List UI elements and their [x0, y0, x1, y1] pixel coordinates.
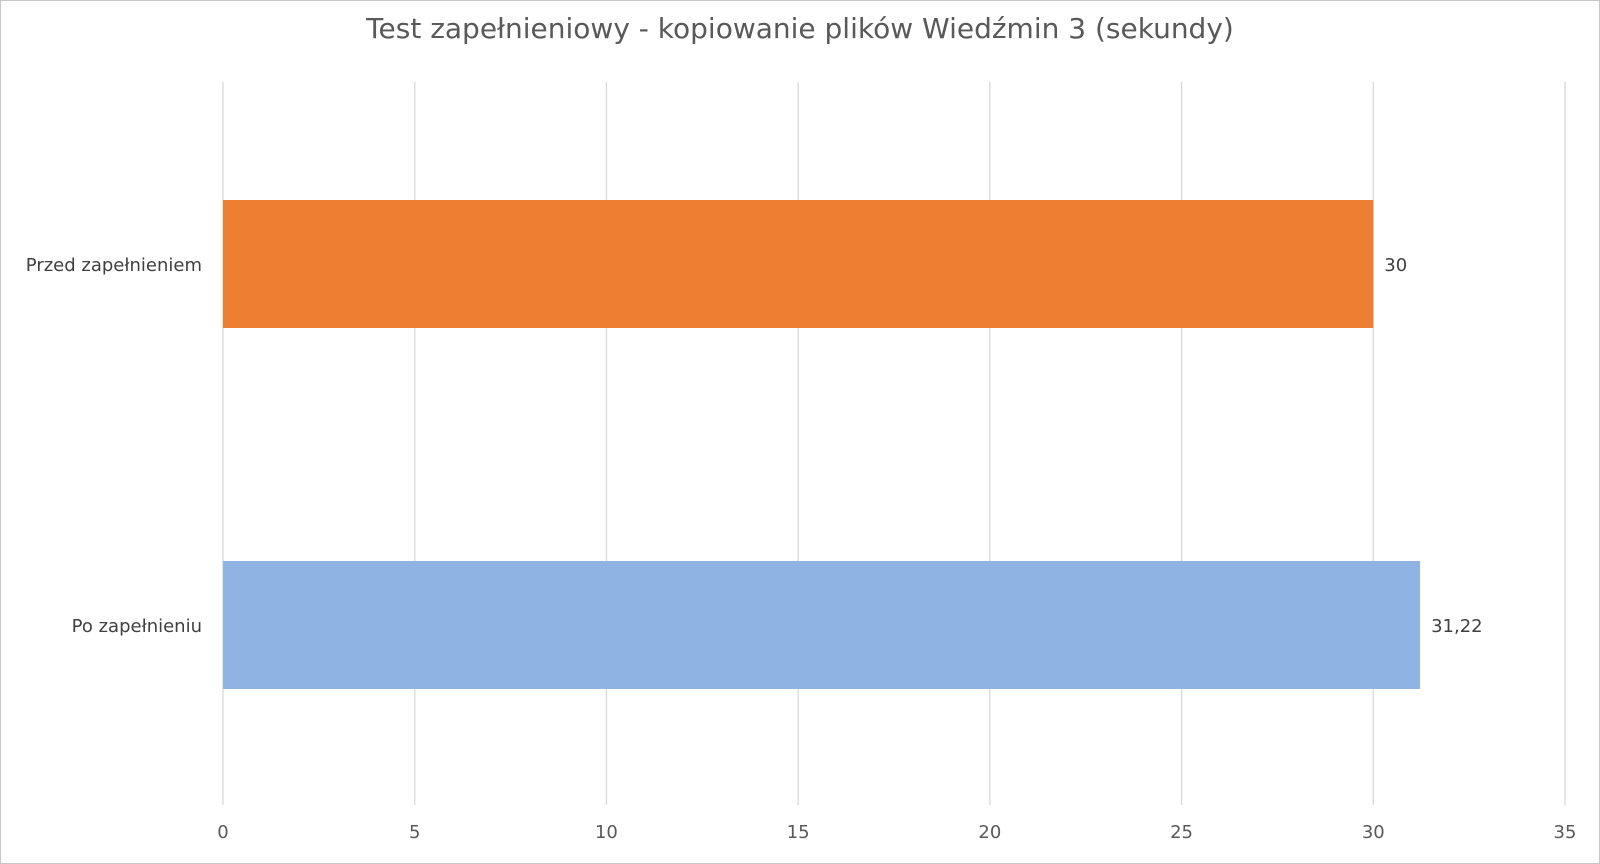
- bars: [223, 200, 1421, 689]
- bar-1: [223, 200, 1374, 328]
- x-tick-label-5: 5: [409, 822, 420, 843]
- x-tick-label-0: 0: [217, 822, 228, 843]
- data-label-1: 30: [1384, 255, 1407, 276]
- gridlines: [222, 82, 1566, 805]
- x-tick-label-35: 35: [1554, 822, 1577, 843]
- x-tick-label-10: 10: [595, 822, 618, 843]
- x-tick-label-30: 30: [1362, 822, 1385, 843]
- labels: 0 5 10 15 20 25 30 35 Przed zapełnieniem 30 Po zap…: [26, 255, 1577, 843]
- category-label-1: Przed zapełnieniem: [26, 255, 202, 276]
- chart-title: Test zapełnieniowy - kopiowanie plików W…: [366, 12, 1234, 45]
- data-label-2: 31,22: [1431, 616, 1483, 637]
- category-label-2: Po zapełnieniu: [72, 616, 202, 637]
- x-tick-label-15: 15: [787, 822, 810, 843]
- x-tick-label-25: 25: [1170, 822, 1193, 843]
- bar-2: [223, 561, 1421, 689]
- x-tick-label-20: 20: [978, 822, 1001, 843]
